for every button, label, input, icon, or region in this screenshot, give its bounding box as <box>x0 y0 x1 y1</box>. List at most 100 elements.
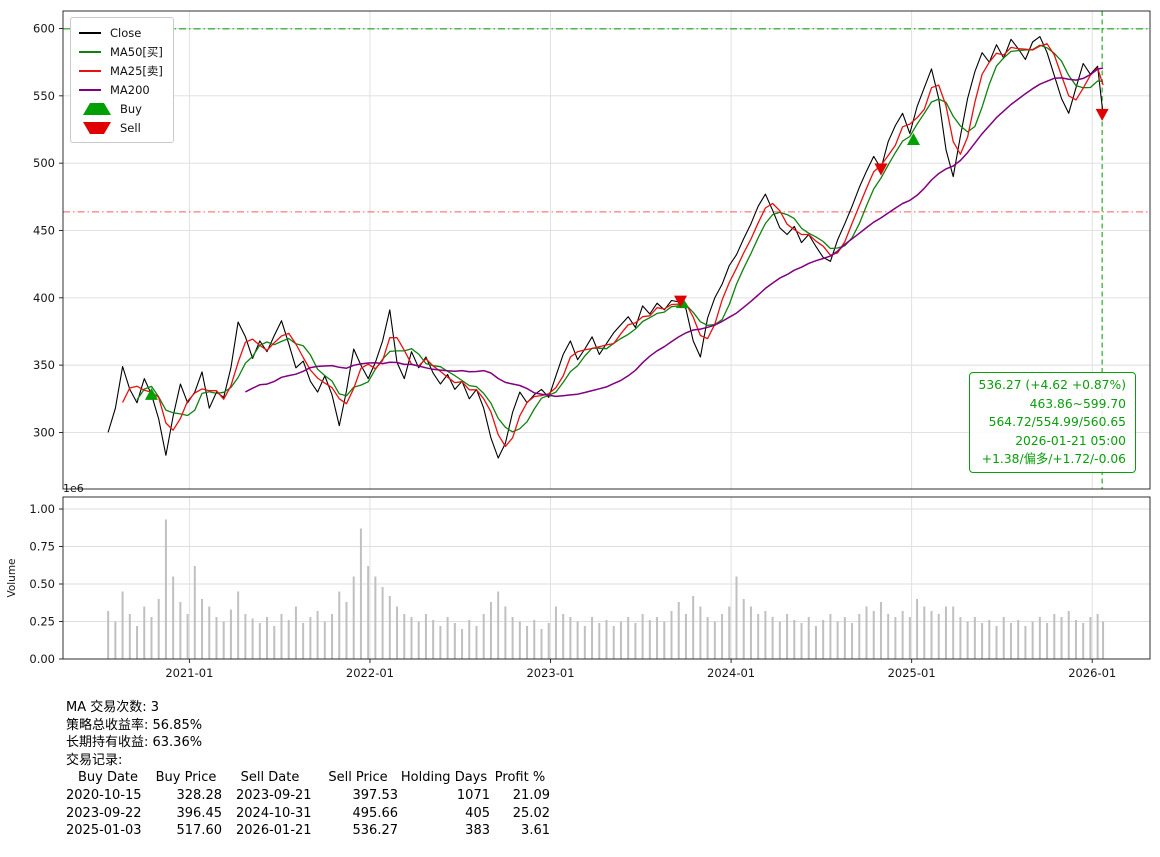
volume-bar <box>706 617 709 659</box>
volume-bar <box>656 617 659 659</box>
volume-bar <box>793 620 796 659</box>
trade-cell: 25.02 <box>512 805 550 821</box>
volume-bar <box>273 626 276 659</box>
volume-bar <box>461 629 464 659</box>
stat-strategy-return: 策略总收益率: 56.85% <box>66 717 203 733</box>
volume-bar <box>865 606 868 659</box>
trade-row: 2025-01-03 517.60 2026-01-21 536.27 383 3.61 <box>66 822 550 840</box>
volume-bar <box>526 626 529 659</box>
sell-marker <box>674 295 688 308</box>
legend-label: MA50[买] <box>110 44 163 59</box>
volume-bar <box>193 566 196 659</box>
trade-cell: 2024-10-31 <box>236 805 312 821</box>
volume-bar <box>1031 621 1034 659</box>
trade-cell: 2023-09-21 <box>236 787 312 803</box>
volume-bar <box>468 620 471 659</box>
buy-marker <box>144 387 158 400</box>
volume-y-tick-label: 0.00 <box>29 652 55 666</box>
volume-bar <box>713 621 716 659</box>
volume-bar <box>489 602 492 659</box>
stats-block: MA 交易次数: 3 策略总收益率: 56.85% 长期持有收益: 63.36%… <box>66 699 550 840</box>
legend-item: MA50[买] <box>79 42 163 61</box>
volume-bar <box>1074 620 1077 659</box>
legend-label: MA25[卖] <box>110 63 163 78</box>
trade-table-rows: 2020-10-15 328.28 2023-09-21 397.53 1071 21.0… <box>66 787 550 840</box>
legend-item: MA200 <box>79 80 163 99</box>
volume-bar <box>901 611 904 659</box>
volume-bar <box>836 621 839 659</box>
volume-bar <box>439 626 442 659</box>
volume-bar <box>699 606 702 659</box>
trade-col-header: Holding Days <box>400 770 488 786</box>
trade-cell: 397.53 <box>352 787 399 803</box>
stat-records-label: 交易记录: <box>66 752 123 768</box>
volume-offset-label: 1e6 <box>63 482 84 495</box>
volume-bar <box>807 617 810 659</box>
volume-bar <box>692 596 695 659</box>
annotation-datetime: 2026-01-21 05:00 <box>1015 433 1126 448</box>
volume-bar <box>583 626 586 659</box>
sell-marker <box>1095 108 1109 121</box>
volume-bar <box>1017 620 1020 659</box>
volume-bar <box>172 576 175 659</box>
annotation-range: 463.86~599.70 <box>1029 396 1126 411</box>
volume-y-tick-label: 0.25 <box>29 615 55 629</box>
legend-label: Sell <box>120 120 141 135</box>
volume-y-tick-label: 0.50 <box>29 577 55 591</box>
volume-bar <box>424 614 427 659</box>
volume-bar <box>1089 617 1092 659</box>
legend-label: Close <box>110 25 142 40</box>
volume-bar <box>280 614 283 659</box>
volume-bar <box>843 617 846 659</box>
volume-bar <box>648 620 651 659</box>
volume-bar <box>735 576 738 659</box>
volume-bar <box>266 617 269 659</box>
volume-bar <box>345 602 348 659</box>
volume-bar <box>403 614 406 659</box>
trade-cell: 1071 <box>456 787 490 803</box>
volume-bar <box>995 626 998 659</box>
volume-bar <box>518 621 521 659</box>
volume-bar <box>540 629 543 659</box>
volume-bar <box>764 611 767 659</box>
volume-bar <box>1102 621 1105 659</box>
axes: 300 350 400 450 500 550 600 0.00 0.25 0.50 0.75 1.0… <box>6 10 1151 680</box>
price-y-tick-label: 300 <box>33 425 55 439</box>
volume-bar <box>562 614 565 659</box>
volume-bar <box>338 591 341 659</box>
volume-bar <box>851 623 854 659</box>
volume-bar <box>157 599 160 659</box>
grid-lines <box>63 11 1150 660</box>
trade-row: 2023-09-22 396.45 2024-10-31 495.66 405 25.02 <box>66 805 550 823</box>
buy-triangle-icon <box>83 102 111 115</box>
volume-bar <box>612 626 615 659</box>
sell-marker <box>874 163 888 176</box>
volume-bar <box>778 621 781 659</box>
volume-bar <box>728 606 731 659</box>
volume-bar <box>287 620 290 659</box>
volume-bar <box>316 611 319 659</box>
trade-cell: 328.28 <box>176 787 223 803</box>
ma50-line <box>136 44 1104 433</box>
trade-markers <box>144 108 1109 400</box>
trade-cell: 2020-10-15 <box>66 787 142 803</box>
annotation-signal: +1.38/偏多/+1.72/-0.06 <box>981 452 1126 467</box>
close-line <box>107 36 1104 459</box>
volume-bar <box>858 614 861 659</box>
volume-bar <box>381 587 384 659</box>
volume-bar <box>143 606 146 659</box>
price-plot-frame <box>62 10 1151 490</box>
volume-bar <box>1060 617 1063 659</box>
volume-bar <box>121 591 124 659</box>
volume-bar <box>186 614 189 659</box>
volume-bar <box>959 617 962 659</box>
volume-y-tick-label: 0.75 <box>29 540 55 554</box>
volume-bar <box>619 621 622 659</box>
buy-marker <box>906 132 920 145</box>
x-tick-label: 2025-01 <box>888 666 936 680</box>
legend-label: Buy <box>120 101 142 116</box>
volume-bar <box>829 614 832 659</box>
trade-col-header: Buy Price <box>155 770 217 786</box>
ma25-line <box>122 43 1104 448</box>
